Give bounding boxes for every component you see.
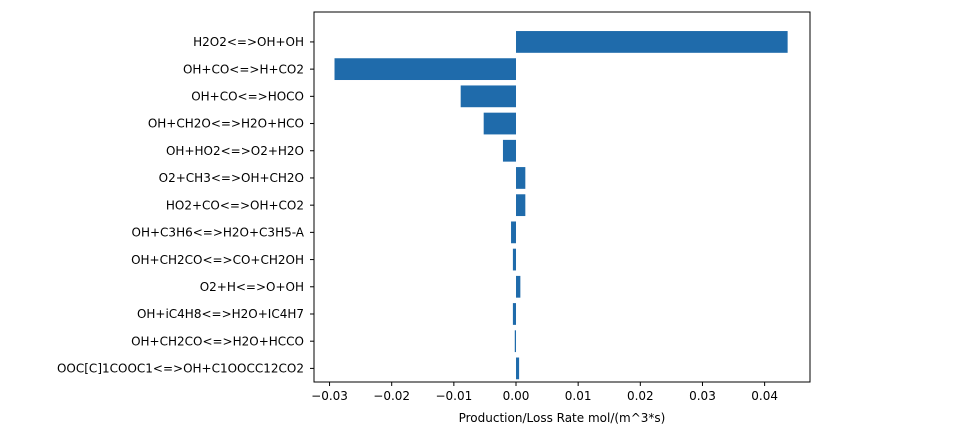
y-tick-label: OH+CO<=>H+CO2 xyxy=(183,62,304,76)
x-tick-label: −0.03 xyxy=(311,389,348,403)
bar xyxy=(483,112,517,135)
bar xyxy=(516,31,788,53)
bar xyxy=(512,303,517,325)
bar xyxy=(516,167,526,189)
x-tick-label: 0.03 xyxy=(689,389,716,403)
bar xyxy=(334,58,517,81)
y-tick-label: OH+CH2CO<=>H2O+HCCO xyxy=(131,334,304,348)
x-axis-label: Production/Loss Rate mol/(m^3*s) xyxy=(459,411,666,425)
x-tick-label: 0.04 xyxy=(751,389,778,403)
y-tick-label: O2+CH3<=>OH+CH2O xyxy=(159,171,304,185)
y-axis-ticks: H2O2<=>OH+OH OH+CO<=>H+CO2 OH+CO<=>HOCO OH+… xyxy=(57,35,314,376)
bar xyxy=(502,139,517,162)
y-tick-label: H2O2<=>OH+OH xyxy=(193,35,304,49)
y-tick-label: OH+CH2O<=>H2O+HCO xyxy=(148,117,304,131)
bar xyxy=(512,248,517,271)
bar xyxy=(511,221,517,244)
x-tick-label: −0.01 xyxy=(435,389,472,403)
y-tick-label: OH+CO<=>HOCO xyxy=(191,90,304,104)
bar xyxy=(516,357,520,380)
bar xyxy=(460,85,517,108)
y-tick-label: OH+C3H6<=>H2O+C3H5-A xyxy=(132,226,305,240)
y-tick-label: OH+CH2CO<=>CO+CH2OH xyxy=(131,253,304,267)
x-axis-ticks: −0.03 −0.02 −0.01 0.00 0.01 0.02 0.03 0.04 xyxy=(311,382,778,403)
bar xyxy=(514,330,517,353)
y-tick-label: HO2+CO<=>OH+CO2 xyxy=(166,198,304,212)
plot-area-frame xyxy=(313,11,811,383)
y-tick-label: O2+H<=>O+OH xyxy=(200,280,304,294)
bars-group xyxy=(334,31,788,380)
x-tick-label: 0.00 xyxy=(503,389,530,403)
x-tick-label: 0.02 xyxy=(627,389,654,403)
y-tick-label: OH+iC4H8<=>H2O+IC4H7 xyxy=(137,307,304,321)
x-tick-label: 0.01 xyxy=(565,389,592,403)
bar xyxy=(516,275,521,298)
x-tick-label: −0.02 xyxy=(373,389,410,403)
y-tick-label: OOC[C]1COOC1<=>OH+C1OOCC12CO2 xyxy=(57,362,304,376)
bar xyxy=(516,194,526,217)
y-tick-label: OH+HO2<=>O2+H2O xyxy=(166,144,304,158)
